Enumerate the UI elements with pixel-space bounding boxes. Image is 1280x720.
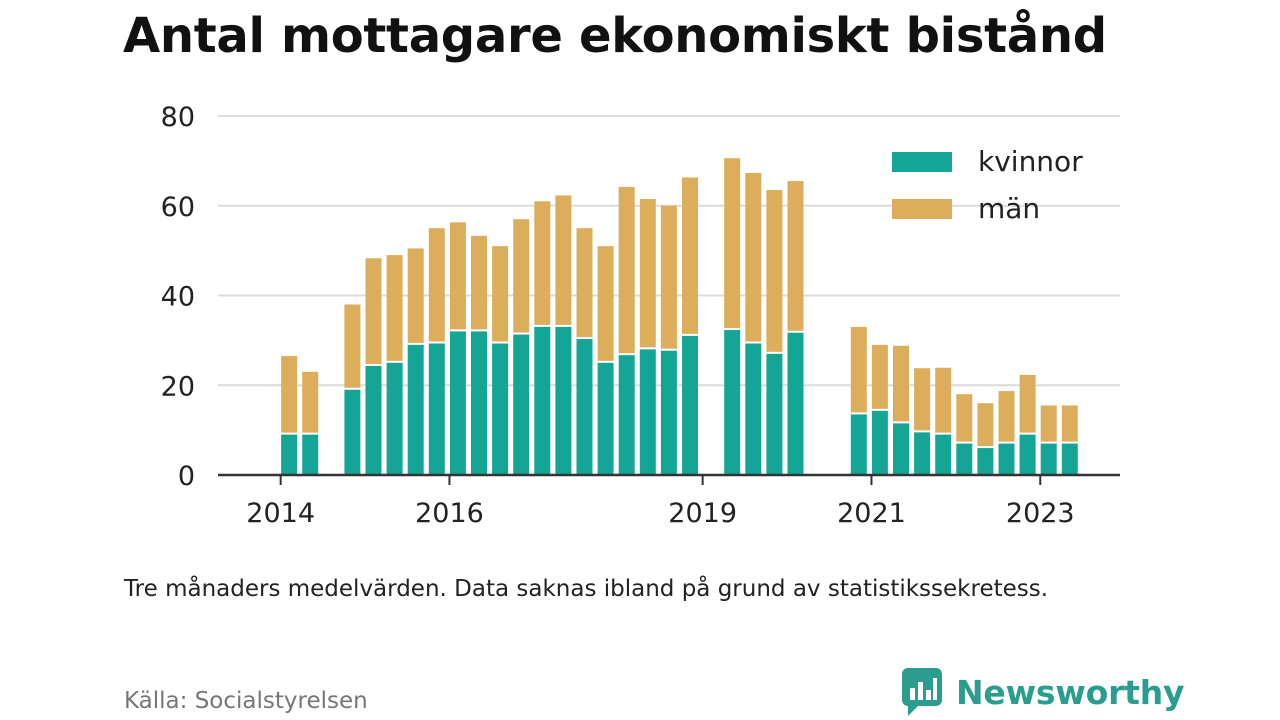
bar-kvinnor <box>534 326 551 475</box>
bar-man <box>576 228 593 338</box>
bar-man <box>534 201 551 325</box>
chart-legend: kvinnor män <box>892 138 1083 232</box>
bar-kvinnor <box>935 434 952 475</box>
bar-kvinnor <box>639 349 656 475</box>
bar-kvinnor <box>344 389 361 475</box>
bar-kvinnor <box>871 410 888 475</box>
bar-man <box>597 246 614 361</box>
bar-kvinnor <box>449 331 466 475</box>
bar-kvinnor <box>597 362 614 475</box>
chart-caption: Tre månaders medelvärden. Data saknas ib… <box>124 576 1049 602</box>
bar-kvinnor <box>977 448 994 475</box>
bar-kvinnor <box>386 362 403 475</box>
bar-kvinnor <box>660 350 677 475</box>
bar-kvinnor <box>956 443 973 475</box>
bar-man <box>745 172 762 342</box>
legend-label-man: män <box>978 192 1041 225</box>
bar-kvinnor <box>1040 443 1057 475</box>
legend-item-kvinnor: kvinnor <box>892 138 1083 185</box>
bar-kvinnor <box>766 353 783 475</box>
bar-man <box>766 190 783 352</box>
bar-man <box>1040 405 1057 442</box>
y-tick-label: 40 <box>161 282 195 313</box>
x-tick-label: 2014 <box>246 498 315 529</box>
bar-man <box>871 344 888 409</box>
bar-kvinnor <box>1061 443 1078 475</box>
bar-man <box>639 199 656 348</box>
bar-kvinnor <box>682 335 698 475</box>
bar-kvinnor <box>893 423 909 475</box>
bar-kvinnor <box>850 414 867 475</box>
bar-kvinnor <box>365 365 382 475</box>
bar-kvinnor <box>618 355 635 475</box>
y-tick-label: 60 <box>161 192 195 223</box>
bar-kvinnor <box>914 432 931 475</box>
bar-man <box>935 367 952 433</box>
bar-man <box>428 228 445 342</box>
legend-item-man: män <box>892 185 1083 232</box>
newsworthy-brand[interactable]: Newsworthy <box>902 668 1185 716</box>
bar-man <box>407 248 424 343</box>
bar-kvinnor <box>492 343 509 475</box>
bar-man <box>302 371 319 433</box>
bar-man <box>513 219 530 333</box>
x-tick-label: 2019 <box>668 498 737 529</box>
bar-man <box>1061 405 1078 442</box>
bar-kvinnor <box>724 330 741 475</box>
bar-man <box>850 326 867 413</box>
bar-kvinnor <box>471 331 487 475</box>
x-tick-label: 2016 <box>415 498 484 529</box>
y-tick-label: 80 <box>161 102 195 133</box>
y-tick-label: 20 <box>161 371 195 402</box>
chart-title: Antal mottagare ekonomiskt bistånd <box>123 8 1107 64</box>
bar-man <box>386 255 403 361</box>
bar-man <box>1019 374 1036 433</box>
bar-kvinnor <box>407 344 424 475</box>
x-tick-label: 2023 <box>1006 498 1075 529</box>
bar-kvinnor <box>1019 434 1036 475</box>
bar-man <box>344 304 361 388</box>
bar-man <box>977 403 994 447</box>
bar-kvinnor <box>302 434 319 475</box>
bar-man <box>471 235 487 330</box>
axes: 0 20 40 60 80 2014 2016 2019 2021 2023 <box>161 102 1120 529</box>
bar-man <box>682 177 698 334</box>
source-text: Källa: Socialstyrelsen <box>124 688 368 714</box>
legend-swatch-man <box>892 198 952 219</box>
bar-man <box>492 246 509 342</box>
bar-man <box>555 195 572 325</box>
bar-man <box>449 222 466 330</box>
newsworthy-logo-icon <box>902 668 942 716</box>
bars <box>281 158 1078 475</box>
brand-name: Newsworthy <box>956 672 1185 712</box>
bar-man <box>724 158 741 329</box>
y-tick-label: 0 <box>178 461 195 492</box>
bar-kvinnor <box>513 334 530 475</box>
bar-man <box>365 258 382 364</box>
x-tick-label: 2021 <box>837 498 906 529</box>
bar-kvinnor <box>281 434 298 475</box>
bar-man <box>281 356 298 433</box>
legend-label-kvinnor: kvinnor <box>978 145 1083 178</box>
legend-swatch-kvinnor <box>892 151 952 172</box>
bar-man <box>998 391 1015 442</box>
bar-kvinnor <box>555 326 572 475</box>
bar-kvinnor <box>745 343 762 475</box>
bar-man <box>787 181 804 331</box>
bar-man <box>618 186 635 354</box>
bar-kvinnor <box>998 443 1015 475</box>
bar-kvinnor <box>787 332 804 475</box>
bar-kvinnor <box>576 339 593 475</box>
bar-man <box>893 345 909 422</box>
bar-man <box>956 394 973 442</box>
bar-kvinnor <box>428 343 445 475</box>
bar-man <box>660 205 677 349</box>
bar-man <box>914 368 931 431</box>
